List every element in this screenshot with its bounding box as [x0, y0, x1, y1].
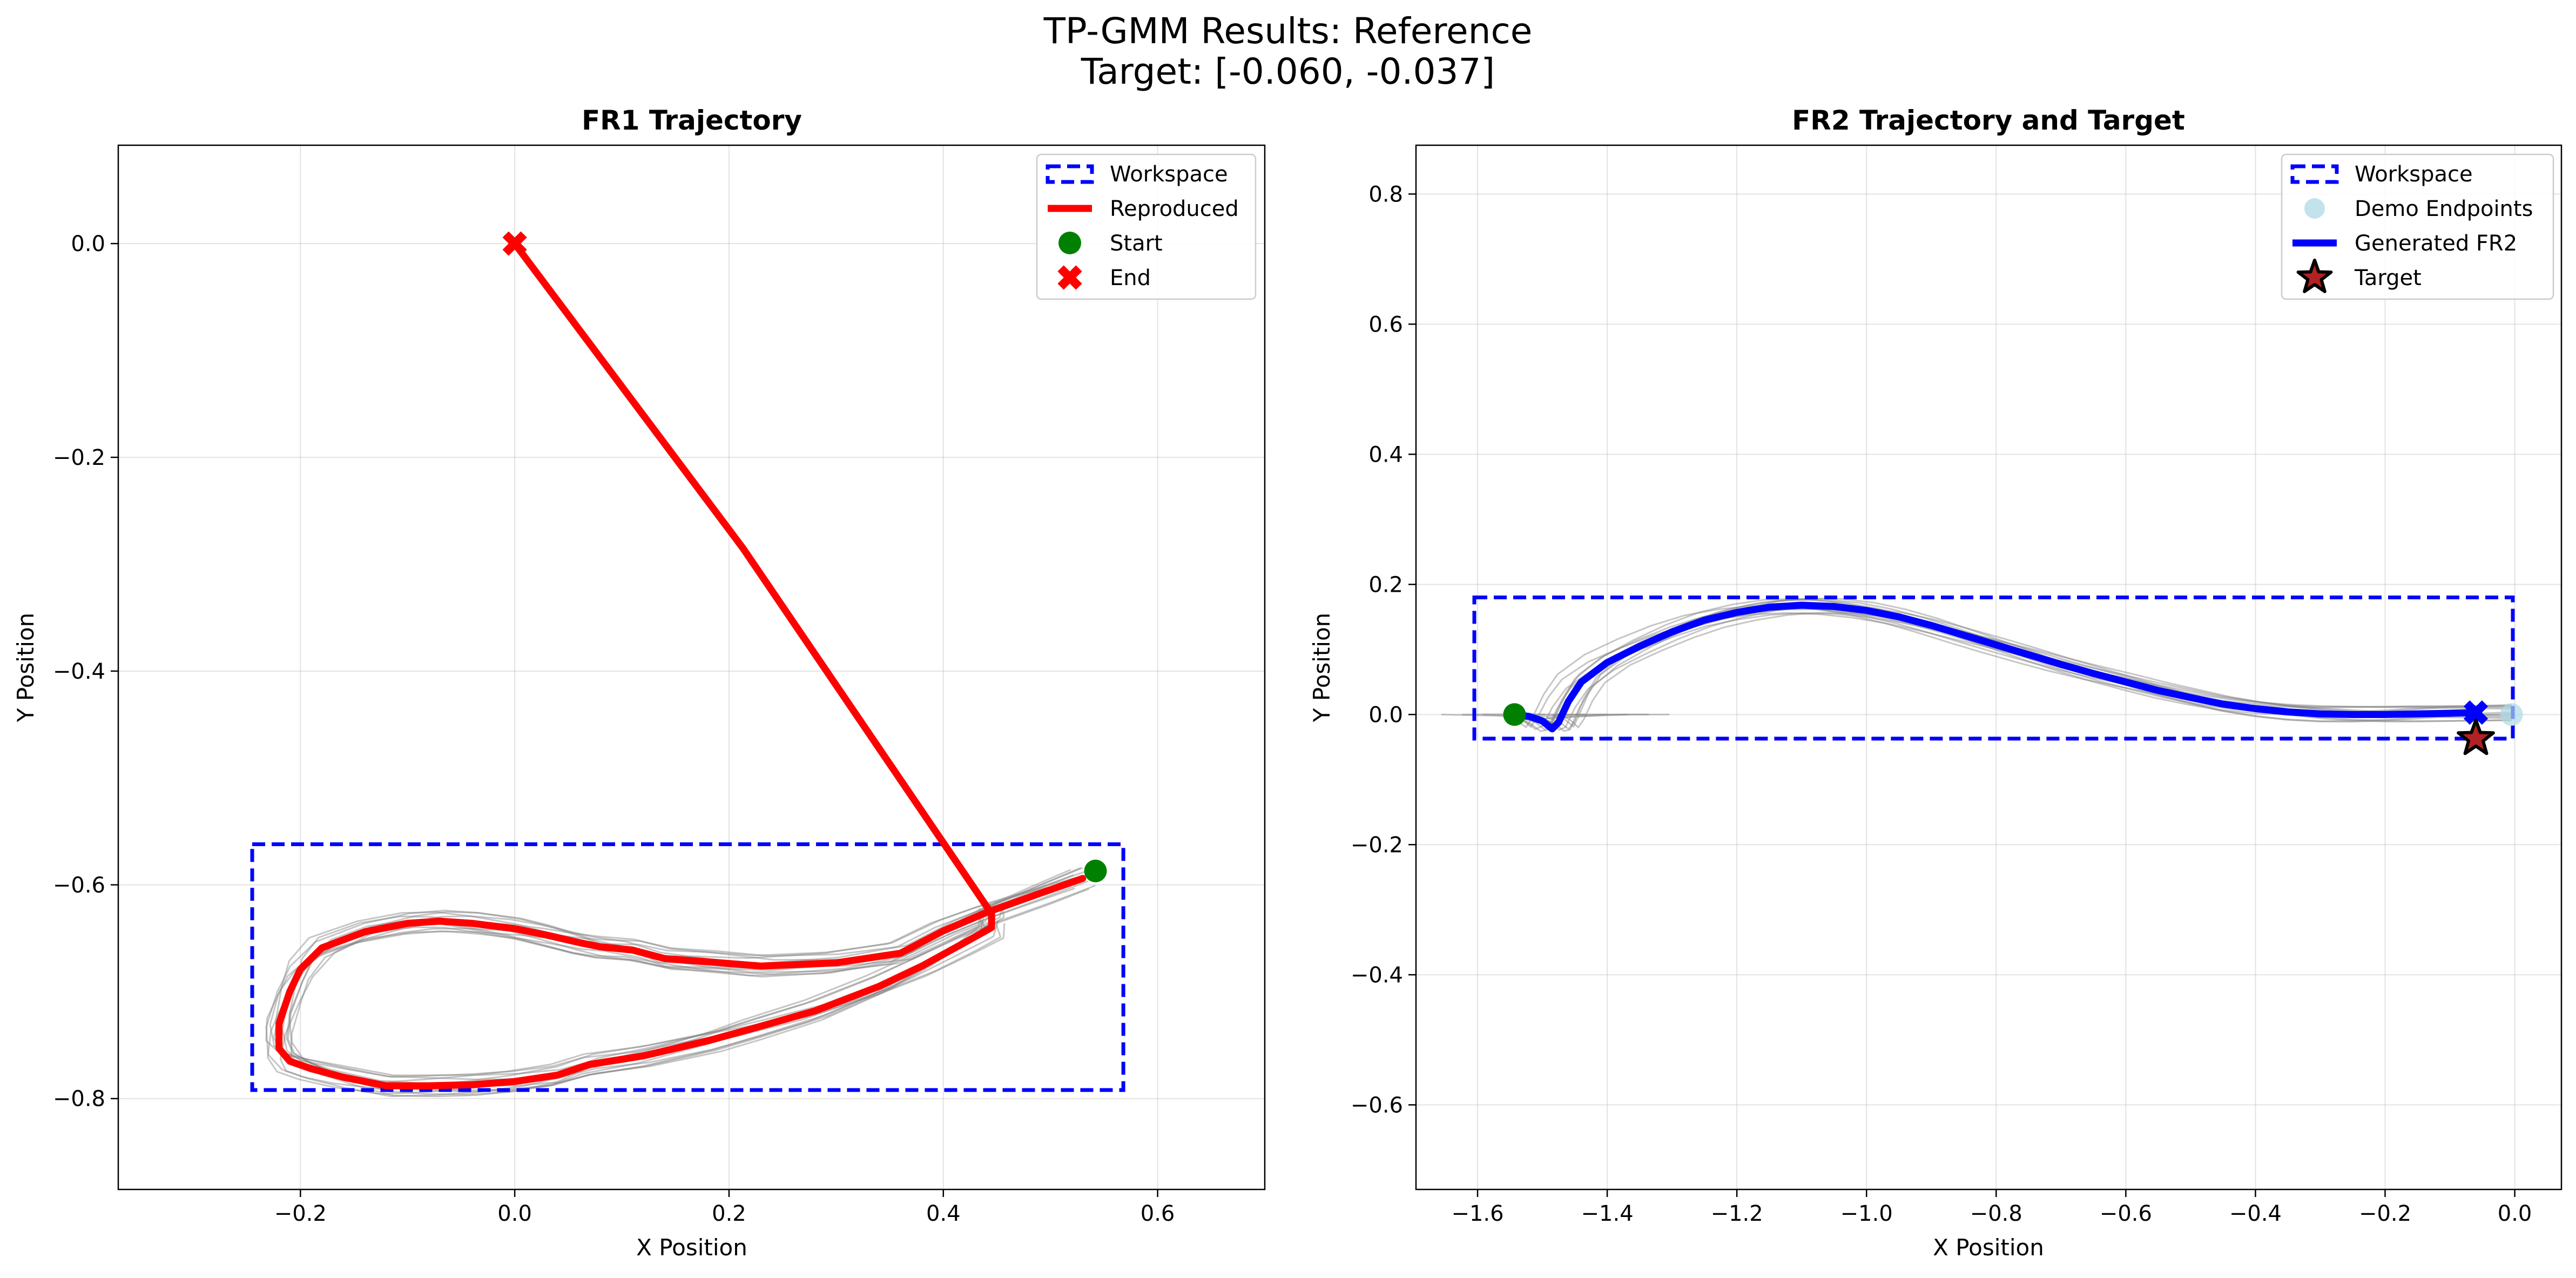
- fr2-ytick-label: −0.4: [1351, 963, 1403, 988]
- fr2-xtick-label: −1.2: [1711, 1201, 1763, 1226]
- fr2-ytick-label: −0.6: [1351, 1093, 1403, 1118]
- fr1-xtick-label: 0.2: [712, 1201, 746, 1226]
- fr2-ylabel: Y Position: [1309, 613, 1335, 723]
- fr2-demo-trajectory: [1547, 599, 2512, 731]
- fr1-legend-workspace: Workspace: [1110, 162, 1228, 187]
- fr1-ytick-label: −0.8: [53, 1087, 105, 1112]
- fr2-demo-trajectory: [1526, 606, 2512, 728]
- fr2-legend: Workspace Demo Endpoints Generated FR2 T…: [2281, 153, 2554, 300]
- fr1-demo-trajectory: [290, 887, 1075, 1083]
- figure-title-line1: TP-GMM Results: Reference: [1043, 10, 1533, 52]
- fr1-demonstrations: [265, 867, 1096, 1098]
- legend-target-swatch: [2296, 259, 2333, 293]
- fr1-panel-title: FR1 Trajectory: [582, 105, 802, 136]
- fr1-legend-reproduced: Reproduced: [1110, 197, 1239, 221]
- fr2-xtick-label: −1.6: [1451, 1201, 1503, 1226]
- fr1-ytick-label: −0.6: [53, 873, 105, 898]
- fr2-xtick-label: −0.4: [2229, 1201, 2282, 1226]
- fr2-ytick-label: 0.6: [1368, 312, 1403, 337]
- fr2-legend-demo-endpoints: Demo Endpoints: [2355, 197, 2533, 221]
- fr2-xtick-label: 0.0: [2498, 1201, 2532, 1226]
- fr2-legend-workspace: Workspace: [2355, 162, 2473, 187]
- fr1-ylabel: Y Position: [12, 613, 39, 723]
- legend-workspace-swatch: [1046, 164, 1094, 184]
- fr2-legend-box: [2281, 153, 2554, 300]
- fr2-legend-generated: Generated FR2: [2355, 231, 2517, 256]
- fr2-ytick-label: 0.4: [1368, 442, 1403, 467]
- fr2-demo-endpoint-marker: [2500, 703, 2523, 726]
- fr2-target-star: [2457, 718, 2495, 755]
- fr1-legend: Workspace Reproduced Start End: [1036, 153, 1257, 300]
- fr2-demo-trajectory: [1462, 612, 2512, 728]
- fr2-xtick-label: −0.8: [1970, 1201, 2022, 1226]
- fr2-grid: [1416, 145, 2561, 1189]
- fr1-demo-trajectory: [275, 874, 1074, 1098]
- fr1-axes-frame: [117, 144, 1266, 1191]
- legend-workspace-swatch: [2290, 164, 2339, 184]
- fr1-legend-start: Start: [1110, 231, 1163, 256]
- fr1-ytick-label: 0.0: [71, 232, 105, 256]
- fr1-ticks: −0.2 0.0 0.2 0.4 0.6 0.0 −0.2 −0.4 −0.6 −0.8: [53, 232, 1175, 1226]
- fr1-demo-trajectory: [265, 880, 1088, 1097]
- fr2-generated-line: [1511, 601, 2480, 733]
- fr1-xtick-label: −0.2: [274, 1201, 327, 1226]
- fr2-trajectory-panel: FR2 Trajectory and Target −1.6 −1.4 −1.2 −1…: [1309, 105, 2562, 1261]
- fr2-demo-trajectory: [1552, 608, 2512, 728]
- fr2-start-marker: [1503, 703, 1526, 726]
- fr1-demo-trajectory: [287, 867, 1081, 1093]
- legend-end-swatch: [1057, 265, 1082, 290]
- fr2-demo-trajectory: [1541, 597, 2512, 732]
- fr1-legend-box: [1036, 153, 1257, 300]
- fr2-ticks: −1.6 −1.4 −1.2 −1.0 −0.8 −0.6 −0.4 −0.2 0.0 0.8 0.…: [1351, 182, 2532, 1226]
- fr2-workspace-rect: [1472, 595, 2515, 741]
- fr1-demo-trajectory: [265, 872, 1094, 1080]
- fr1-reproduced-line: [275, 240, 1087, 1090]
- fr2-xlabel: X Position: [1933, 1234, 2044, 1261]
- fr1-end-marker: [502, 231, 527, 256]
- fr2-end-marker: [2463, 700, 2489, 725]
- fr1-grid: [118, 145, 1265, 1189]
- fr2-xtick-label: −1.0: [1840, 1201, 1893, 1226]
- fr2-demo-trajectory: [1503, 598, 2512, 732]
- legend-start-swatch: [1058, 232, 1081, 254]
- fr1-start-marker: [1084, 860, 1107, 883]
- fr2-legend-target: Target: [2354, 266, 2422, 290]
- fr2-xtick-label: −0.2: [2359, 1201, 2411, 1226]
- fr1-ytick-label: −0.4: [53, 659, 105, 684]
- fr1-workspace-rect: [250, 842, 1125, 1092]
- fr1-xtick-label: 0.6: [1141, 1201, 1175, 1226]
- fr2-panel-title: FR2 Trajectory and Target: [1792, 105, 2185, 136]
- fr2-ytick-label: 0.0: [1368, 702, 1403, 727]
- fr1-ytick-label: −0.2: [53, 445, 105, 470]
- fr2-demonstrations: [1441, 597, 2512, 732]
- fr1-demo-trajectory: [273, 868, 1094, 1087]
- fr1-demo-trajectory: [285, 867, 1083, 1091]
- fr1-xlabel: X Position: [636, 1234, 747, 1261]
- fr2-axes-frame: [1415, 144, 2562, 1191]
- fr1-xtick-label: 0.0: [497, 1201, 532, 1226]
- fr1-trajectory-panel: FR1 Trajectory −0.2 0.0 0.2 0.4 0.60.0−0.2−0…: [12, 105, 1266, 1261]
- fr2-xtick-label: −1.4: [1581, 1201, 1634, 1226]
- fr1-xtick-label: 0.4: [926, 1201, 961, 1226]
- figure-title-line2: Target: [-0.060, -0.037]: [1081, 51, 1495, 92]
- fr2-xtick-label: −0.6: [2100, 1201, 2152, 1226]
- fr2-demo-trajectory: [1441, 605, 2512, 729]
- fr2-ytick-label: 0.8: [1368, 182, 1403, 207]
- legend-demo-endpoints-swatch: [2304, 198, 2325, 219]
- fr2-ytick-label: 0.2: [1368, 572, 1403, 597]
- fr2-ytick-label: −0.2: [1351, 833, 1403, 857]
- fr1-legend-end: End: [1110, 266, 1151, 290]
